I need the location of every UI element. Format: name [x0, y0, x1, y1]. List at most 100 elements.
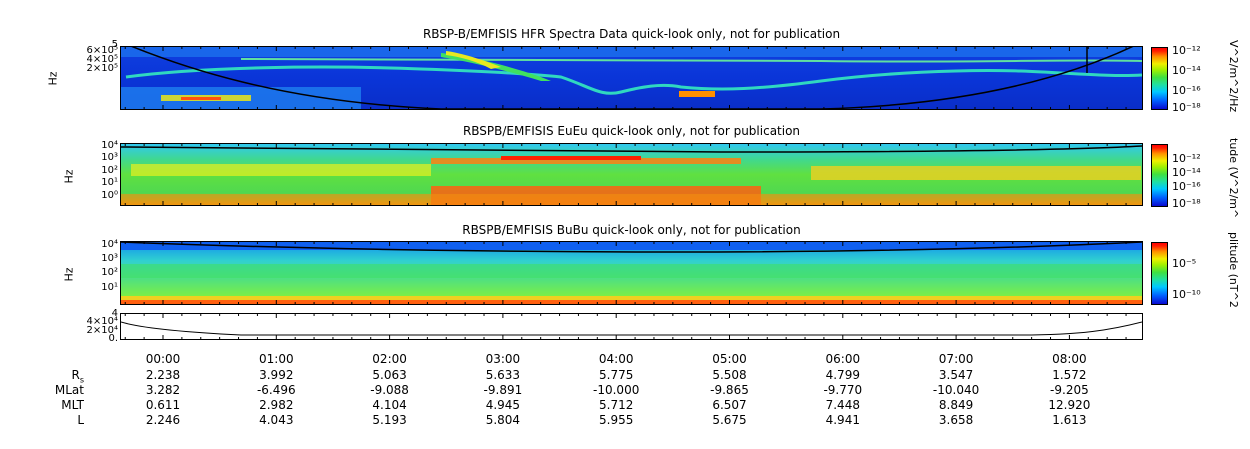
ephemeris-value: 5.063	[372, 368, 407, 382]
ephemeris-value: -9.205	[1050, 383, 1089, 397]
panel4-ytick: 2×10⁴	[86, 325, 118, 336]
ephemeris-value: 4.043	[259, 413, 294, 427]
panel1-colorbar	[1151, 47, 1168, 110]
panel2-ytick: 10²	[101, 165, 118, 176]
ephemeris-row-label: MLat	[20, 383, 84, 397]
ephemeris-value: 4.104	[372, 398, 407, 412]
panel2-yellow-band-right	[811, 166, 1141, 180]
ephemeris-value: -9.891	[483, 383, 523, 397]
time-label: 08:00	[1052, 352, 1087, 366]
time-label: 06:00	[825, 352, 861, 366]
panel1-noise-band	[121, 47, 1142, 57]
time-label: 07:00	[938, 352, 974, 366]
panel3-green-band	[121, 264, 1142, 278]
panel3-cyclotron-line	[121, 242, 1142, 253]
ephemeris-value: 5.193	[372, 413, 407, 427]
ephemeris-row-label-text: MLT	[61, 398, 84, 412]
panel1-ytick: 6×10⁵	[86, 45, 118, 56]
panel2-title: RBSPB/EMFISIS EuEu quick-look only, not …	[462, 124, 801, 138]
panel3-ytick: 10¹	[101, 282, 118, 293]
ephemeris-value: -6.496	[256, 383, 296, 397]
panel1-ytick: 4×10⁵	[86, 54, 118, 65]
ephemeris-row-label-text: L	[77, 413, 84, 427]
panel1-spectrogram	[120, 46, 1143, 110]
panel1-svg	[121, 47, 1142, 109]
panel2-spectrogram	[120, 143, 1143, 206]
panel2-yellow-band	[131, 164, 431, 176]
ephemeris-row-label: L	[20, 413, 84, 427]
ephemeris-value: 5.955	[599, 413, 634, 427]
panel2-lower-band	[121, 194, 1142, 205]
ephemeris-value: -9.088	[370, 383, 409, 397]
ephemeris-value: 2.982	[259, 398, 294, 412]
panel1-orange-patch	[679, 91, 715, 97]
ephemeris-row-label: Rs	[20, 368, 84, 384]
ephemeris-value: 12.920	[1048, 398, 1091, 412]
panel1-upper-trace	[240, 58, 1142, 63]
ephemeris-value: 2.246	[145, 413, 181, 427]
ephemeris-value: -10.000	[593, 383, 640, 397]
time-label: 02:00	[372, 352, 407, 366]
ephemeris-value: -9.770	[823, 383, 863, 397]
ephemeris-value: 0.611	[145, 398, 181, 412]
panel3-cbtick: 10⁻⁵	[1172, 257, 1197, 270]
panel2-red-band	[501, 156, 641, 160]
ephemeris-value: 5.508	[712, 368, 747, 382]
panel2-cbtick: 10⁻¹⁴	[1172, 166, 1201, 179]
ephemeris-value: 5.775	[599, 368, 634, 382]
panel4-ytick: 0.	[108, 333, 118, 344]
ephemeris-value: 3.658	[938, 413, 974, 427]
panel1-title: RBSP-B/EMFISIS HFR Spectra Data quick-lo…	[422, 27, 841, 41]
time-label: 00:00	[145, 352, 181, 366]
ephemeris-row-label-subscript: s	[79, 375, 84, 385]
panel3-yellow-floor	[121, 296, 1142, 301]
ephemeris-value: 1.572	[1052, 368, 1087, 382]
ephemeris-value: -9.865	[710, 383, 749, 397]
panel2-ytick: 10³	[101, 152, 118, 163]
ephemeris-value: 8.849	[938, 398, 974, 412]
panel1-cbtick: 10⁻¹⁸	[1172, 101, 1201, 114]
panel1-cbtick: 10⁻¹⁶	[1172, 84, 1201, 97]
panel1-ytick-top: 5	[111, 39, 118, 50]
panel3-colorbar	[1151, 242, 1168, 305]
panel2-cbtick: 10⁻¹²	[1172, 152, 1201, 165]
ephemeris-value: -10.040	[932, 383, 980, 397]
panel3-ytick: 10²	[101, 267, 118, 278]
ephemeris-value: 2.238	[145, 368, 181, 382]
ephemeris-value: 4.799	[825, 368, 860, 382]
panel1-cyan-trace	[125, 65, 1142, 95]
panel1-plasmapause-line	[131, 47, 1134, 109]
panel3-ylabel: Hz	[62, 267, 76, 282]
panel2-svg	[121, 144, 1142, 205]
panel3-top-band	[121, 242, 1142, 250]
ephemeris-value: 3.547	[938, 368, 974, 382]
panel4-ytick: 4×10⁴	[86, 316, 118, 327]
panel2-ytick: 10⁴	[101, 140, 118, 151]
ephemeris-value: 7.448	[825, 398, 860, 412]
time-label: 03:00	[485, 352, 521, 366]
panel1-colorbar-label: V^2/m^2/Hz	[1227, 40, 1240, 113]
panel3-spectrogram	[120, 241, 1143, 305]
ephemeris-value: 1.613	[1052, 413, 1087, 427]
ephemeris-row-label: MLT	[20, 398, 84, 412]
panel3-svg	[121, 242, 1142, 304]
time-label: 05:00	[712, 352, 747, 366]
time-label: 01:00	[259, 352, 294, 366]
panel1-ylabel: Hz	[46, 71, 60, 86]
ephemeris-value: 5.804	[485, 413, 521, 427]
ephemeris-value: 3.282	[145, 383, 181, 397]
panel1-yellow-burst	[446, 51, 501, 69]
panel3-ytick: 10⁴	[101, 239, 118, 250]
panel1-cbtick: 10⁻¹²	[1172, 44, 1201, 57]
ephemeris-row-label-text: MLat	[54, 383, 84, 397]
ephemeris-value: 4.945	[485, 398, 521, 412]
panel4-svg	[121, 321, 1142, 336]
ephemeris-value: 5.712	[599, 398, 634, 412]
ephemeris-value: 4.941	[825, 413, 860, 427]
ephemeris-value: 6.507	[712, 398, 747, 412]
panel1-ytick: 2×10⁵	[86, 63, 118, 74]
panel2-ylabel: Hz	[62, 169, 76, 184]
panel2-ytick: 10⁰	[101, 190, 118, 201]
panel3-title: RBSPB/EMFISIS BuBu quick-look only, not …	[462, 223, 801, 237]
panel2-ytick: 10¹	[101, 177, 118, 188]
